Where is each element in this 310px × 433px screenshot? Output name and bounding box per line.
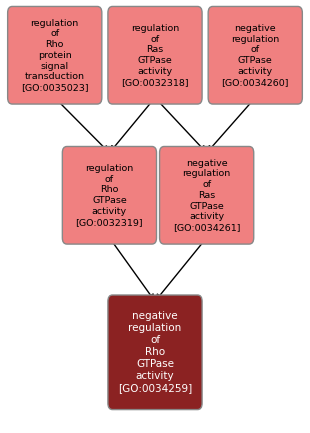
- FancyBboxPatch shape: [62, 146, 157, 244]
- Text: regulation
of
Rho
protein
signal
transduction
[GO:0035023]: regulation of Rho protein signal transdu…: [21, 19, 89, 92]
- Text: negative
regulation
of
Ras
GTPase
activity
[GO:0034261]: negative regulation of Ras GTPase activi…: [173, 158, 240, 232]
- FancyBboxPatch shape: [208, 6, 302, 104]
- FancyBboxPatch shape: [108, 6, 202, 104]
- Text: regulation
of
Rho
GTPase
activity
[GO:0032319]: regulation of Rho GTPase activity [GO:00…: [76, 164, 143, 226]
- FancyBboxPatch shape: [160, 146, 254, 244]
- Text: negative
regulation
of
GTPase
activity
[GO:0034260]: negative regulation of GTPase activity […: [222, 24, 289, 87]
- FancyBboxPatch shape: [8, 6, 102, 104]
- Text: negative
regulation
of
Rho
GTPase
activity
[GO:0034259]: negative regulation of Rho GTPase activi…: [118, 311, 192, 393]
- Text: regulation
of
Ras
GTPase
activity
[GO:0032318]: regulation of Ras GTPase activity [GO:00…: [121, 24, 189, 87]
- FancyBboxPatch shape: [108, 295, 202, 410]
